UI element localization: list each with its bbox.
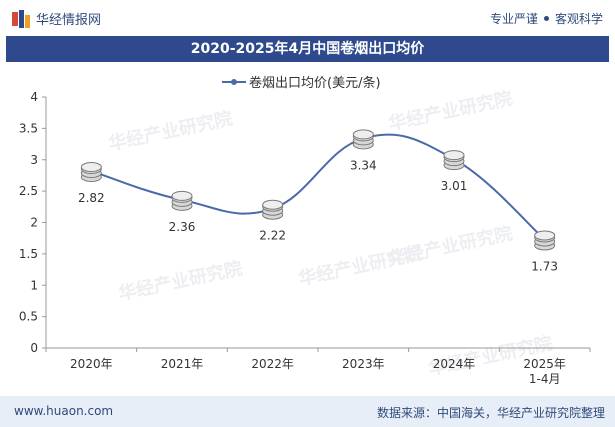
y-tick-label: 4 (30, 90, 38, 104)
legend: 卷烟出口均价(美元/条) (222, 75, 381, 91)
bullet-icon (543, 16, 549, 21)
coin-marker-icon (171, 190, 193, 211)
data-label: 1.73 (531, 259, 558, 273)
x-tick-label: 1-4月 (529, 372, 561, 386)
footer: www.huaon.com 数据来源：中国海关，华经产业研究院整理 (0, 396, 615, 427)
coin-marker-icon (534, 230, 556, 251)
x-tick-label: 2021年 (161, 357, 204, 371)
y-tick-label: 0 (30, 341, 38, 355)
watermark-text: 华经产业研究院 (106, 107, 234, 155)
data-label: 2.22 (259, 229, 286, 243)
tagline: 专业严谨 客观科学 (490, 10, 603, 27)
coin-marker-icon (443, 150, 465, 171)
y-tick-label: 2 (30, 216, 38, 230)
coin-marker-icon (80, 162, 102, 183)
top-bar: 华经情报网 专业严谨 客观科学 (0, 0, 615, 36)
legend-label: 卷烟出口均价(美元/条) (249, 75, 381, 91)
y-axis-ticks: 0 0.5 1 1.5 2 2.5 3 3.5 4 (19, 90, 46, 355)
logo-icon (12, 9, 30, 28)
x-tick-label: 2024年 (433, 357, 476, 371)
x-tick-label: 2022年 (251, 357, 294, 371)
y-tick-label: 1 (30, 278, 38, 292)
y-tick-label: 1.5 (19, 247, 38, 261)
data-label: 2.82 (78, 191, 105, 205)
chart-title: 2020-2025年4月中国卷烟出口均价 (6, 36, 609, 62)
data-label: 3.01 (441, 179, 468, 193)
coin-marker-icon (352, 129, 374, 150)
footer-source: 数据来源：中国海关，华经产业研究院整理 (376, 406, 605, 420)
tagline-left: 专业严谨 (489, 12, 538, 26)
coin-marker-icon (262, 199, 284, 220)
data-label: 3.34 (350, 158, 377, 172)
data-markers (80, 129, 556, 251)
watermark-text: 华经产业研究院 (386, 222, 514, 270)
watermark-text: 华经产业研究院 (386, 87, 514, 135)
series-line (91, 133, 546, 241)
logo[interactable]: 华经情报网 (12, 9, 101, 28)
x-tick-label: 2023年 (342, 357, 385, 371)
y-tick-label: 3.5 (19, 121, 38, 135)
data-label: 2.36 (169, 220, 196, 234)
watermark-text: 华经产业研究院 (116, 257, 244, 305)
logo-text: 华经情报网 (36, 13, 102, 28)
y-tick-label: 0.5 (19, 310, 38, 324)
x-tick-label: 2020年 (70, 357, 113, 371)
line-chart: 华经产业研究院华经产业研究院华经产业研究院华经产业研究院华经产业研究院华经产业研… (19, 75, 591, 386)
y-tick-label: 2.5 (19, 184, 38, 198)
footer-website[interactable]: www.huaon.com (14, 404, 114, 418)
x-tick-label: 2025年 (523, 357, 566, 371)
tagline-right: 客观科学 (554, 12, 603, 26)
data-labels: 2.82 2.36 2.22 3.34 3.01 1.73 (78, 158, 558, 273)
legend-marker-icon (231, 79, 237, 85)
y-tick-label: 3 (30, 153, 38, 167)
